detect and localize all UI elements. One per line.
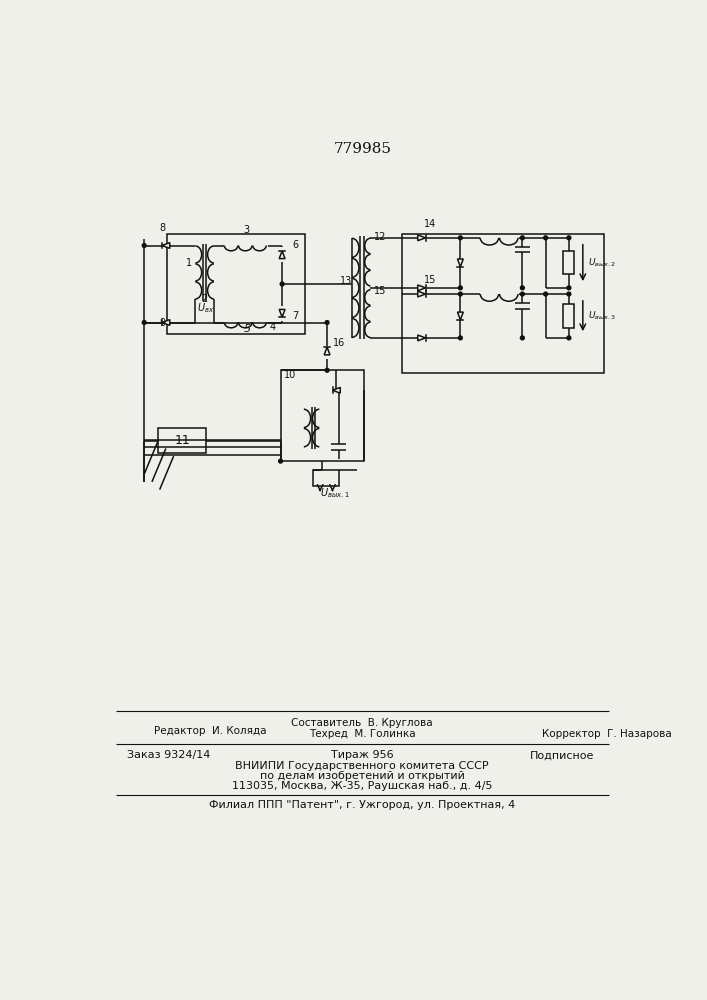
Polygon shape — [325, 347, 330, 355]
Text: 9: 9 — [160, 318, 166, 328]
Text: Редактор  И. Коляда: Редактор И. Коляда — [154, 726, 267, 736]
Bar — [563, 304, 574, 328]
Bar — [313, 470, 339, 486]
Bar — [402, 234, 604, 373]
Text: 1: 1 — [186, 258, 192, 268]
Circle shape — [458, 286, 462, 290]
Circle shape — [520, 292, 525, 296]
Polygon shape — [162, 243, 170, 248]
Circle shape — [279, 459, 283, 463]
Polygon shape — [279, 251, 285, 259]
Text: Техред  М. Голинка: Техред М. Голинка — [309, 729, 415, 739]
Polygon shape — [418, 335, 426, 341]
Text: Корректор  Г. Назарова: Корректор Г. Назарова — [542, 729, 672, 739]
Text: 779985: 779985 — [334, 142, 392, 156]
Polygon shape — [279, 309, 285, 317]
Circle shape — [567, 236, 571, 240]
Text: Заказ 9324/14: Заказ 9324/14 — [127, 750, 211, 760]
Polygon shape — [162, 320, 170, 325]
Text: 113035, Москва, Ж-35, Раушская наб., д. 4/5: 113035, Москва, Ж-35, Раушская наб., д. … — [232, 781, 492, 791]
Polygon shape — [418, 285, 426, 291]
Text: Подписное: Подписное — [530, 750, 595, 760]
Text: Составитель  В. Круглова: Составитель В. Круглова — [291, 718, 433, 728]
Circle shape — [280, 282, 284, 286]
Circle shape — [544, 292, 547, 296]
Text: $U_{вых.1}$: $U_{вых.1}$ — [320, 487, 350, 500]
Text: 3: 3 — [244, 225, 250, 235]
Text: $U_{вх}$: $U_{вх}$ — [197, 301, 214, 315]
Text: 14: 14 — [424, 219, 436, 229]
Polygon shape — [457, 312, 463, 320]
Polygon shape — [418, 235, 426, 241]
Circle shape — [142, 244, 146, 247]
Text: $U_{вых.3}$: $U_{вых.3}$ — [588, 310, 616, 322]
Circle shape — [458, 336, 462, 340]
Text: 7: 7 — [292, 311, 298, 321]
Circle shape — [567, 292, 571, 296]
Circle shape — [544, 236, 547, 240]
Text: Филиал ППП "Патент", г. Ужгород, ул. Проектная, 4: Филиал ППП "Патент", г. Ужгород, ул. Про… — [209, 800, 515, 810]
Text: 2: 2 — [201, 294, 208, 304]
Text: 15: 15 — [424, 275, 436, 285]
Circle shape — [142, 321, 146, 324]
Bar — [281, 370, 364, 461]
Text: 4: 4 — [270, 322, 276, 332]
Text: 12: 12 — [373, 232, 386, 242]
Text: $U_{вых.2}$: $U_{вых.2}$ — [588, 257, 616, 269]
Text: 10: 10 — [284, 370, 297, 380]
Text: 15: 15 — [373, 286, 386, 296]
Circle shape — [458, 236, 462, 240]
Text: 5: 5 — [243, 324, 250, 334]
Circle shape — [325, 368, 329, 372]
Polygon shape — [332, 387, 340, 393]
Circle shape — [567, 286, 571, 290]
Text: Тираж 956: Тираж 956 — [331, 750, 393, 760]
Bar — [168, 234, 305, 334]
Polygon shape — [457, 259, 463, 267]
Bar — [563, 251, 574, 274]
Circle shape — [520, 286, 525, 290]
Text: 16: 16 — [333, 338, 346, 348]
Circle shape — [520, 236, 525, 240]
Text: 6: 6 — [292, 240, 298, 250]
Circle shape — [325, 321, 329, 324]
Text: 13: 13 — [339, 276, 351, 286]
Circle shape — [458, 292, 462, 296]
Polygon shape — [418, 291, 426, 297]
Text: по делам изобретений и открытий: по делам изобретений и открытий — [259, 771, 464, 781]
Bar — [158, 428, 206, 453]
Text: 8: 8 — [160, 223, 166, 233]
Text: ВНИИПИ Государственного комитета СССР: ВНИИПИ Государственного комитета СССР — [235, 761, 489, 771]
Circle shape — [567, 336, 571, 340]
Circle shape — [520, 336, 525, 340]
Text: 11: 11 — [174, 434, 190, 447]
